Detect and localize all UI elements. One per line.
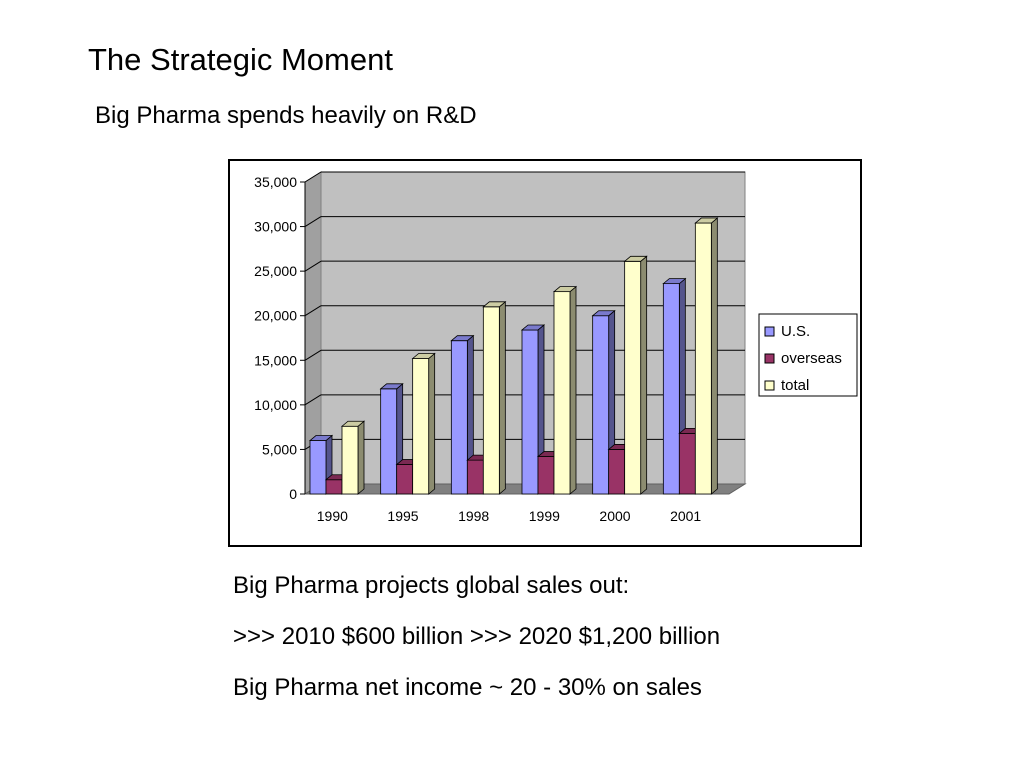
- gridline-side: [304, 305, 322, 317]
- bar-top-U.S.-1999: [520, 324, 546, 331]
- slide-title: The Strategic Moment: [88, 42, 393, 77]
- legend-label-total: total: [781, 377, 809, 394]
- bar-U.S.-1990: [309, 440, 327, 495]
- bar-side-total-1999: [569, 285, 577, 495]
- bar-overseas-1995: [396, 464, 414, 495]
- bar-total-2001: [694, 222, 712, 495]
- bar-top-total-1995: [411, 353, 436, 359]
- legend-label-U.S.: U.S.: [781, 323, 810, 340]
- bar-total-2000: [624, 260, 642, 495]
- rd-spending-chart: 0 5,000 10,000 15,000 20,000 25,000 30,000 35,0…: [254, 171, 858, 524]
- legend-swatch-total: [764, 380, 775, 391]
- bar-top-total-1990: [340, 420, 366, 427]
- y-tick-label: 25,000: [254, 263, 297, 279]
- bar-total-1990: [341, 425, 359, 495]
- bar-total-1998: [482, 306, 500, 495]
- bar-top-total-1998: [482, 301, 507, 308]
- bar-U.S.-1999: [521, 329, 539, 495]
- bar-overseas-1990: [325, 479, 343, 495]
- chart-legend: [758, 313, 858, 397]
- x-tick-label-1990: 1990: [317, 508, 348, 524]
- bar-top-U.S.-1998: [450, 335, 475, 342]
- bar-U.S.-1995: [380, 388, 398, 495]
- bar-total-1999: [553, 291, 571, 495]
- y-tick-label: 35,000: [254, 174, 297, 190]
- gridline-side: [304, 260, 322, 272]
- x-tick-label-2000: 2000: [599, 508, 630, 524]
- bar-side-total-2001: [710, 217, 718, 495]
- legend-swatch-U.S.: [764, 326, 775, 337]
- gridline-side: [304, 216, 322, 227]
- legend-swatch-overseas: [764, 353, 775, 364]
- y-tick-label: 15,000: [254, 352, 297, 368]
- bar-top-total-1999: [552, 286, 578, 293]
- bar-top-total-2001: [694, 217, 719, 224]
- bar-overseas-1998: [466, 459, 484, 495]
- gridline-side: [304, 349, 322, 361]
- gridline-side: [304, 171, 322, 183]
- bar-overseas-2000: [608, 449, 626, 495]
- y-tick-label: 5,000: [262, 441, 297, 457]
- x-tick-label-1995: 1995: [387, 508, 418, 524]
- legend-label-overseas: overseas: [781, 350, 842, 367]
- gridline-side: [304, 394, 322, 406]
- bar-side-total-1995: [428, 352, 436, 495]
- bar-total-1995: [412, 358, 430, 495]
- bar-overseas-1999: [537, 456, 555, 495]
- bar-top-total-2000: [623, 255, 648, 262]
- y-tick-label: 10,000: [254, 397, 297, 413]
- y-tick-label: 30,000: [254, 219, 297, 235]
- bar-top-U.S.-2001: [662, 278, 687, 285]
- slide-subtitle: Big Pharma spends heavily on R&D: [95, 102, 477, 129]
- bar-U.S.-2001: [662, 283, 680, 495]
- x-tick-label-1999: 1999: [529, 508, 560, 524]
- bar-U.S.-2000: [592, 315, 610, 495]
- bar-U.S.-1998: [450, 340, 468, 495]
- bullet-line-net-income: Big Pharma net income ~ 20 - 30% on sale…: [233, 674, 702, 701]
- bar-top-U.S.-1995: [379, 383, 404, 390]
- y-tick-label: 0: [289, 486, 297, 502]
- bar-top-U.S.-1990: [308, 435, 334, 441]
- bar-overseas-2001: [678, 432, 696, 495]
- bar-side-total-2000: [640, 255, 648, 495]
- x-tick-label-2001: 2001: [670, 508, 701, 524]
- bullet-line-sales-figures: >>> 2010 $600 billion >>> 2020 $1,200 bi…: [233, 623, 721, 650]
- y-tick-label: 20,000: [254, 308, 297, 324]
- bullet-line-sales-projection: Big Pharma projects global sales out:: [233, 572, 630, 599]
- bar-side-total-1998: [498, 300, 506, 495]
- x-tick-label-1998: 1998: [458, 508, 489, 524]
- bar-top-U.S.-2000: [591, 310, 616, 317]
- bar-side-total-1990: [357, 420, 365, 495]
